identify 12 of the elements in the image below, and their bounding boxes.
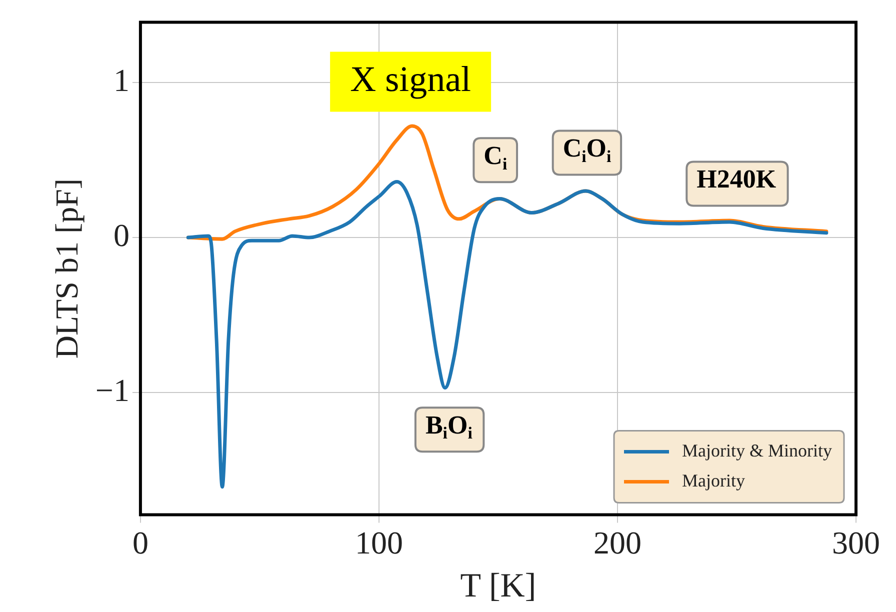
legend-label: Majority [682,470,746,491]
annotation: H240K [696,164,777,194]
y-tick-label: 0 [113,216,130,253]
y-tick-label: 1 [113,62,130,98]
x-tick-label: 100 [354,524,403,560]
annotation: X signal [350,59,472,100]
y-tick-label: −1 [95,372,130,408]
legend-label: Majority & Minority [682,440,832,461]
y-axis-title: DLTS b1 [pF] [48,178,85,359]
x-tick-label: 200 [593,524,642,560]
x-tick-label: 300 [832,524,880,560]
x-axis-title: T [K] [460,568,536,605]
